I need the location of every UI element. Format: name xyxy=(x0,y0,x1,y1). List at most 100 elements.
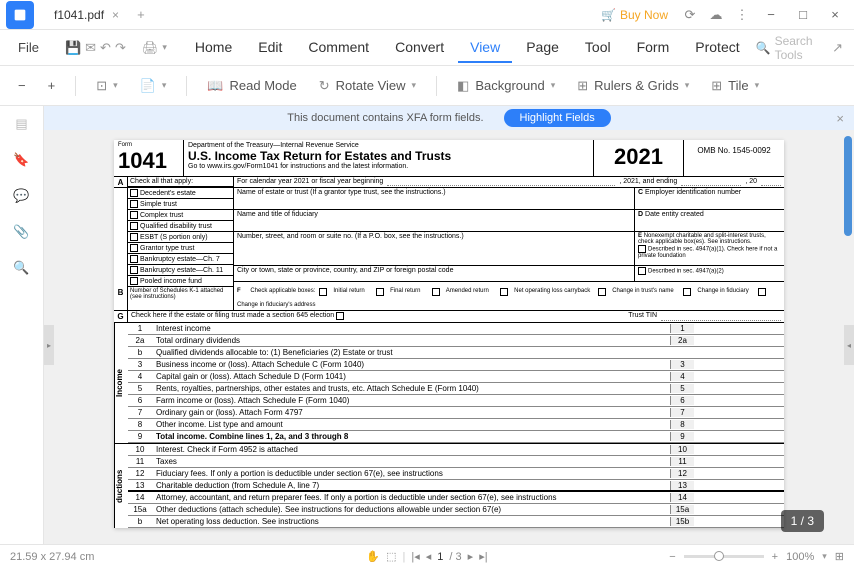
rulers-grids-button[interactable]: ⊞Rulers & Grids▾ xyxy=(569,74,697,98)
maximize-button[interactable]: □ xyxy=(788,0,818,30)
income-line: 4Capital gain or (loss). Attach Schedule… xyxy=(128,371,784,383)
hand-tool-icon[interactable]: ✋ xyxy=(366,550,380,563)
more-icon[interactable]: ⋮ xyxy=(730,3,754,27)
close-tab-icon[interactable]: × xyxy=(112,8,119,22)
menu-edit[interactable]: Edit xyxy=(246,33,294,63)
income-line: bQualified dividends allocable to: (1) B… xyxy=(128,347,784,359)
sync-icon[interactable]: ⟳ xyxy=(678,3,702,27)
income-line: 8Other income. List type and amount8 xyxy=(128,419,784,431)
redo-icon[interactable]: ↷ xyxy=(115,35,126,61)
fit-width-button[interactable]: ⊡▾ xyxy=(88,74,125,98)
save-icon[interactable]: 💾 xyxy=(65,35,81,61)
page-input[interactable]: 1 xyxy=(437,551,443,563)
zoom-out-status[interactable]: − xyxy=(669,551,675,563)
menu-page[interactable]: Page xyxy=(514,33,571,63)
print-icon[interactable]: 🖨 xyxy=(142,35,159,61)
deduction-line: 12Fiduciary fees. If only a portion is d… xyxy=(128,468,784,480)
checkbox-item[interactable]: Complex trust xyxy=(128,210,233,221)
file-menu[interactable]: File xyxy=(8,40,49,55)
deduction-line: 15aOther deductions (attach schedule). S… xyxy=(128,504,784,516)
expand-right-handle[interactable]: ◂ xyxy=(844,325,854,365)
vertical-scrollbar[interactable] xyxy=(844,136,852,236)
first-page-button[interactable]: |◂ xyxy=(411,550,419,563)
menu-view[interactable]: View xyxy=(458,33,512,63)
menu-comment[interactable]: Comment xyxy=(296,33,381,63)
titlebar: f1041.pdf × + 🛒 Buy Now ⟳ ☁ ⋮ − □ × xyxy=(0,0,854,30)
fit-screen-icon[interactable]: ⊞ xyxy=(835,550,844,563)
prev-page-button[interactable]: ◂ xyxy=(426,550,432,563)
deduction-line: 14Attorney, accountant, and return prepa… xyxy=(128,492,784,504)
zoom-slider[interactable] xyxy=(684,555,764,558)
search-panel-icon[interactable]: 🔍 xyxy=(13,260,29,276)
zoom-in-button[interactable]: + xyxy=(40,74,64,97)
highlight-fields-button[interactable]: Highlight Fields xyxy=(504,109,611,127)
deduction-line: 11Taxes11 xyxy=(128,456,784,468)
income-line: 5Rents, royalties, partnerships, other e… xyxy=(128,383,784,395)
left-sidebar: ▤ 🔖 💬 📎 🔍 xyxy=(0,106,44,544)
zoom-in-status[interactable]: + xyxy=(772,551,778,563)
page-dimensions: 21.59 x 27.94 cm xyxy=(10,551,94,563)
background-button[interactable]: ◧Background▾ xyxy=(449,74,563,98)
share-icon[interactable]: ↗ xyxy=(825,35,851,61)
view-toolbar: − + ⊡▾ 📄▾ 📖Read Mode ↻Rotate View▾ ◧Back… xyxy=(0,66,854,106)
buy-now-button[interactable]: 🛒 Buy Now xyxy=(593,8,676,22)
page-indicator-badge: 1 / 3 xyxy=(781,510,824,532)
statusbar: 21.59 x 27.94 cm ✋ ⬚ | |◂ ◂ 1 / 3 ▸ ▸| −… xyxy=(0,544,854,568)
close-window-button[interactable]: × xyxy=(820,0,850,30)
next-page-button[interactable]: ▸ xyxy=(468,550,474,563)
zoom-percent: 100% xyxy=(786,551,814,563)
income-line: 2aTotal ordinary dividends2a xyxy=(128,335,784,347)
new-tab-icon[interactable]: + xyxy=(137,7,145,22)
mail-icon[interactable]: ✉ xyxy=(85,35,96,61)
search-tools[interactable]: 🔍 Search Tools xyxy=(756,34,813,62)
checkbox-item[interactable]: Qualified disability trust xyxy=(128,221,233,232)
cart-icon: 🛒 xyxy=(601,8,616,22)
menubar: File 💾 ✉ ↶ ↷ 🖨 ▾ Home Edit Comment Conve… xyxy=(0,30,854,66)
menu-protect[interactable]: Protect xyxy=(683,33,751,63)
rotate-view-button[interactable]: ↻Rotate View▾ xyxy=(311,74,424,98)
banner-text: This document contains XFA form fields. xyxy=(287,112,483,124)
search-icon: 🔍 xyxy=(756,41,771,55)
income-line: 6Farm income or (loss). Attach Schedule … xyxy=(128,395,784,407)
last-page-button[interactable]: ▸| xyxy=(479,550,487,563)
tax-year: 2021 xyxy=(594,140,684,176)
checkbox-item[interactable]: Bankruptcy estate—Ch. 7 xyxy=(128,254,233,265)
menu-tool[interactable]: Tool xyxy=(573,33,623,63)
form-number: 1041 xyxy=(118,148,179,174)
page-display-button[interactable]: 📄▾ xyxy=(132,74,175,98)
app-icon[interactable] xyxy=(6,1,34,29)
tile-button[interactable]: ⊞Tile▾ xyxy=(703,74,767,98)
read-mode-button[interactable]: 📖Read Mode xyxy=(199,74,304,98)
income-line: 1Interest income1 xyxy=(128,323,784,335)
checkbox-item[interactable]: Decedent's estate xyxy=(128,188,233,199)
checkbox-item[interactable]: Pooled income fund xyxy=(128,276,233,287)
income-line: 7Ordinary gain or (loss). Attach Form 47… xyxy=(128,407,784,419)
main-area: ▤ 🔖 💬 📎 🔍 This document contains XFA for… xyxy=(0,106,854,544)
menu-convert[interactable]: Convert xyxy=(383,33,456,63)
document-tab[interactable]: f1041.pdf × + xyxy=(44,0,155,29)
thumbnails-icon[interactable]: ▤ xyxy=(15,116,27,132)
checkbox-item[interactable]: ESBT (S portion only) xyxy=(128,232,233,243)
select-tool-icon[interactable]: ⬚ xyxy=(386,550,396,563)
form-title: U.S. Income Tax Return for Estates and T… xyxy=(188,149,589,163)
document-viewport[interactable]: This document contains XFA form fields. … xyxy=(44,106,854,544)
menu-home[interactable]: Home xyxy=(183,33,244,63)
deduction-line: 10Interest. Check if Form 4952 is attach… xyxy=(128,444,784,456)
main-menu: Home Edit Comment Convert View Page Tool… xyxy=(183,33,752,63)
bookmarks-icon[interactable]: 🔖 xyxy=(13,152,29,168)
minimize-button[interactable]: − xyxy=(756,0,786,30)
income-line: 9Total income. Combine lines 1, 2a, and … xyxy=(128,431,784,443)
undo-icon[interactable]: ↶ xyxy=(100,35,111,61)
checkbox-item[interactable]: Grantor type trust xyxy=(128,243,233,254)
filename: f1041.pdf xyxy=(54,8,104,22)
comments-icon[interactable]: 💬 xyxy=(13,188,29,204)
cloud-icon[interactable]: ☁ xyxy=(704,3,728,27)
menu-form[interactable]: Form xyxy=(625,33,682,63)
zoom-out-button[interactable]: − xyxy=(10,74,34,97)
checkbox-item[interactable]: Simple trust xyxy=(128,199,233,210)
xfa-banner: This document contains XFA form fields. … xyxy=(44,106,854,130)
expand-left-handle[interactable]: ▸ xyxy=(44,325,54,365)
banner-close-icon[interactable]: × xyxy=(836,111,844,126)
attachments-icon[interactable]: 📎 xyxy=(13,224,29,240)
checkbox-item[interactable]: Bankruptcy estate—Ch. 11 xyxy=(128,265,233,276)
